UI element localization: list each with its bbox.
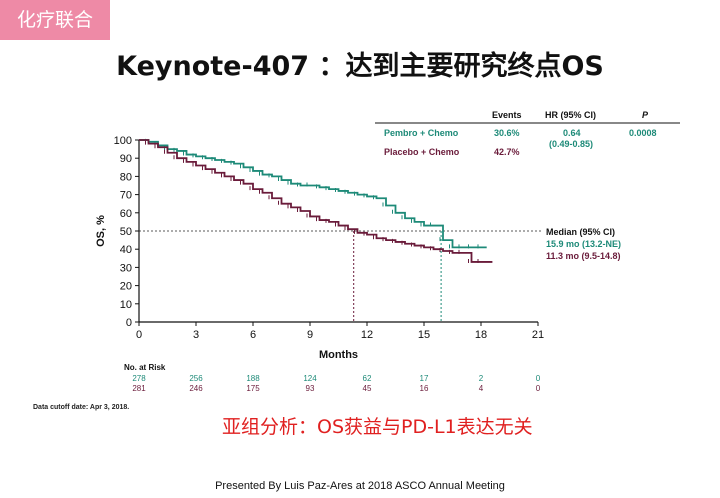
at-risk-placebo-value: 281 [132, 384, 146, 393]
median-title: Median (95% CI) [546, 227, 615, 237]
at-risk-pembro-value: 17 [420, 374, 429, 383]
y-tick-label: 80 [120, 171, 132, 183]
y-tick-label: 40 [120, 244, 132, 256]
at-risk-pembro-value: 124 [303, 374, 317, 383]
x-tick-label: 18 [475, 329, 487, 341]
at-risk-title: No. at Risk [124, 363, 166, 372]
at-risk-pembro-value: 0 [536, 374, 541, 383]
legend-header-p: P [642, 110, 649, 120]
y-ticks: 0 10 20 30 40 50 60 70 80 90 100 [114, 135, 139, 329]
x-ticks: 0 3 6 9 12 15 18 21 [136, 322, 544, 341]
legend-pembro-name: Pembro + Chemo [384, 128, 459, 138]
at-risk-pembro-value: 278 [132, 374, 146, 383]
page-title: Keynote-407 ：达到主要研究终点OS [116, 51, 604, 82]
x-tick-label: 3 [193, 329, 199, 341]
presenter-footer: Presented By Luis Paz-Ares at 2018 ASCO … [215, 480, 505, 492]
at-risk-pembro-value: 62 [363, 374, 372, 383]
legend-header-hr: HR (95% CI) [545, 110, 596, 120]
at-risk-placebo-value: 175 [246, 384, 260, 393]
x-tick-label: 9 [307, 329, 313, 341]
at-risk-pembro-value: 256 [189, 374, 203, 383]
x-tick-label: 12 [361, 329, 373, 341]
legend-placebo-events: 42.7% [494, 147, 520, 157]
legend-placebo-name: Placebo + Chemo [384, 147, 460, 157]
y-tick-label: 30 [120, 262, 132, 274]
section-tag: 化疗联合 [0, 0, 110, 40]
at-risk-placebo-value: 16 [420, 384, 429, 393]
x-tick-label: 6 [250, 329, 256, 341]
at-risk-placebo-value: 45 [363, 384, 372, 393]
survival-curves [139, 138, 493, 263]
y-tick-label: 70 [120, 190, 132, 202]
at-risk-pembro-value: 188 [246, 374, 260, 383]
data-cutoff-note: Data cutoff date: Apr 3, 2018. [33, 404, 130, 411]
median-pembro: 15.9 mo (13.2-NE) [546, 239, 621, 249]
legend-pembro-events: 30.6% [494, 128, 520, 138]
legend-header-events: Events [492, 110, 522, 120]
y-tick-label: 10 [120, 299, 132, 311]
y-tick-label: 20 [120, 281, 132, 293]
y-tick-label: 50 [120, 226, 132, 238]
x-tick-label: 0 [136, 329, 142, 341]
y-tick-label: 100 [114, 135, 132, 147]
subgroup-subtitle: 亚组分析：OS获益与PD-L1表达无关 [222, 416, 533, 438]
at-risk-placebo-row: 281 246 175 93 45 16 4 0 [132, 384, 540, 393]
at-risk-pembro-value: 2 [479, 374, 484, 383]
median-drop-lines [353, 231, 442, 322]
x-tick-label: 21 [532, 329, 544, 341]
at-risk-placebo-value: 246 [189, 384, 203, 393]
y-tick-label: 0 [126, 317, 132, 329]
x-tick-label: 15 [418, 329, 430, 341]
legend-pembro-hr: 0.64 [563, 128, 581, 138]
y-tick-label: 90 [120, 153, 132, 165]
at-risk-placebo-value: 0 [536, 384, 541, 393]
legend-pembro-p: 0.0008 [629, 128, 657, 138]
at-risk-pembro-row: 278 256 188 124 62 17 2 0 [132, 374, 540, 383]
chart-axes: 0 10 20 30 40 50 60 70 80 90 100 0 3 6 9 12 15 18 21 OS, … [95, 135, 544, 361]
placebo-chemo-curve [139, 139, 493, 263]
at-risk-placebo-value: 4 [479, 384, 484, 393]
legend-pembro-ci: (0.49-0.85) [549, 139, 593, 149]
y-axis-label: OS, % [95, 215, 107, 247]
y-tick-label: 60 [120, 208, 132, 220]
median-placebo: 11.3 mo (9.5-14.8) [546, 251, 621, 261]
pembro-chemo-curve [139, 139, 487, 249]
legend-table: Events HR (95% CI) P Pembro + Chemo 30.6… [375, 110, 680, 157]
x-axis-label: Months [319, 349, 358, 361]
median-labels: Median (95% CI) 15.9 mo (13.2-NE) 11.3 m… [546, 227, 621, 261]
at-risk-placebo-value: 93 [306, 384, 315, 393]
